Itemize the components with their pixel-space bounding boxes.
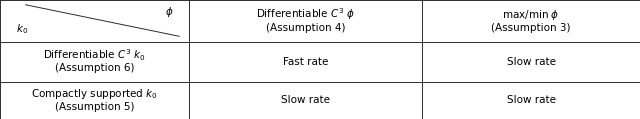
Text: Slow rate: Slow rate [507, 95, 556, 105]
Text: (Assumption 5): (Assumption 5) [54, 102, 134, 112]
Text: Differentiable $C^3$ $\phi$: Differentiable $C^3$ $\phi$ [256, 7, 355, 22]
Text: (Assumption 4): (Assumption 4) [266, 23, 346, 33]
Text: (Assumption 6): (Assumption 6) [54, 63, 134, 73]
Text: Differentiable $C^3$ $k_0$: Differentiable $C^3$ $k_0$ [43, 47, 146, 63]
Text: Slow rate: Slow rate [281, 95, 330, 105]
Text: $\phi$: $\phi$ [165, 5, 174, 19]
Text: (Assumption 3): (Assumption 3) [492, 23, 571, 33]
Text: Slow rate: Slow rate [507, 57, 556, 67]
Text: $k_0$: $k_0$ [16, 22, 28, 36]
Text: Compactly supported $k_0$: Compactly supported $k_0$ [31, 87, 158, 101]
Text: max/min $\phi$: max/min $\phi$ [502, 8, 560, 22]
Text: Fast rate: Fast rate [283, 57, 328, 67]
